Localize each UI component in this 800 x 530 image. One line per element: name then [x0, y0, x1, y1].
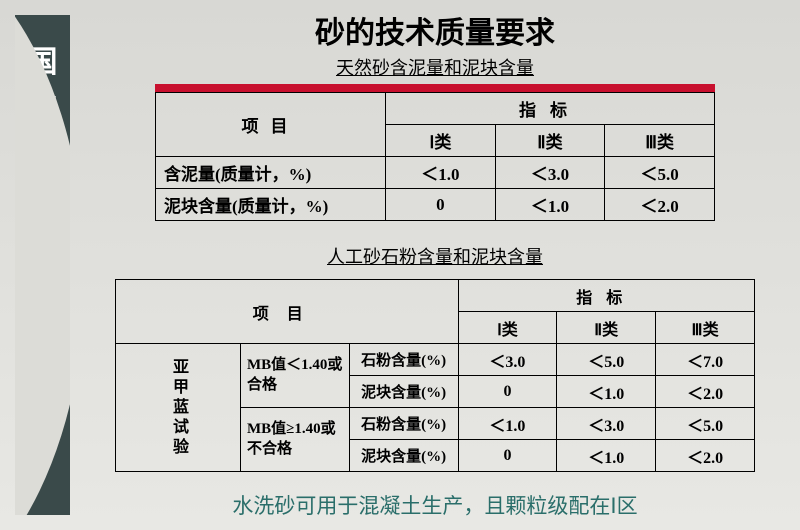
cell: ＜5.0 [656, 408, 755, 440]
col-class-1: Ⅰ类 [386, 125, 496, 157]
col-class-2: Ⅱ类 [557, 312, 656, 344]
cell: ＜1.0 [386, 157, 496, 189]
col-class-2: Ⅱ类 [495, 125, 605, 157]
cell: ＜2.0 [656, 440, 755, 472]
cell: ＜5.0 [557, 344, 656, 376]
mb-group-2: MB值≥1.40或不合格 [241, 408, 350, 472]
header-item: 项目 [116, 280, 459, 344]
table-row: 项目 指标 [156, 93, 715, 125]
footnote: 水洗砂可用于混凝土生产，且颗粒级配在Ⅰ区 [90, 490, 780, 520]
cell: ＜1.0 [458, 408, 557, 440]
table-manufactured-sand: 项目 指标 Ⅰ类 Ⅱ类 Ⅲ类 亚甲蓝试验 MB值＜1.40或合格 石粉含量(%)… [115, 279, 755, 472]
col-class-1: Ⅰ类 [458, 312, 557, 344]
param: 石粉含量(%) [349, 408, 458, 440]
cell: ＜5.0 [605, 157, 715, 189]
subtitle-1: 天然砂含泥量和泥块含量 [90, 54, 780, 80]
cell: ＜3.0 [557, 408, 656, 440]
cell: ＜7.0 [656, 344, 755, 376]
table-row: 亚甲蓝试验 MB值＜1.40或合格 石粉含量(%) ＜3.0 ＜5.0 ＜7.0 [116, 344, 755, 376]
page-title: 砂的技术质量要求 [90, 8, 780, 52]
row-label: 含泥量(质量计，%) [156, 157, 386, 189]
mb-group-1: MB值＜1.40或合格 [241, 344, 350, 408]
cell: ＜3.0 [495, 157, 605, 189]
table-row: 项目 指标 [116, 280, 755, 312]
header-indicator: 指标 [458, 280, 754, 312]
cell: ＜2.0 [605, 189, 715, 221]
cell: ＜1.0 [495, 189, 605, 221]
cell: ＜2.0 [656, 376, 755, 408]
col-class-3: Ⅲ类 [605, 125, 715, 157]
cell: ＜1.0 [557, 440, 656, 472]
header-item: 项目 [156, 93, 386, 157]
cell: 0 [458, 440, 557, 472]
row-label: 泥块含量(质量计，%) [156, 189, 386, 221]
side-label: 亚甲蓝试验 [116, 344, 241, 472]
sidebar-label: 国家建筑用砂标准 [28, 40, 58, 412]
cell: 0 [386, 189, 496, 221]
table-natural-sand: 项目 指标 Ⅰ类 Ⅱ类 Ⅲ类 含泥量(质量计，%) ＜1.0 ＜3.0 ＜5.0… [155, 92, 715, 221]
param: 泥块含量(%) [349, 440, 458, 472]
cell: ＜1.0 [557, 376, 656, 408]
param: 石粉含量(%) [349, 344, 458, 376]
subtitle-2: 人工砂石粉含量和泥块含量 [90, 243, 780, 269]
cell: 0 [458, 376, 557, 408]
cell: ＜3.0 [458, 344, 557, 376]
sidebar: 国家建筑用砂标准 [15, 15, 70, 515]
col-class-3: Ⅲ类 [656, 312, 755, 344]
header-indicator: 指标 [386, 93, 715, 125]
table-row: 含泥量(质量计，%) ＜1.0 ＜3.0 ＜5.0 [156, 157, 715, 189]
param: 泥块含量(%) [349, 376, 458, 408]
main-content: 砂的技术质量要求 天然砂含泥量和泥块含量 项目 指标 Ⅰ类 Ⅱ类 Ⅲ类 含泥量(… [90, 8, 780, 520]
table-row: 泥块含量(质量计，%) 0 ＜1.0 ＜2.0 [156, 189, 715, 221]
